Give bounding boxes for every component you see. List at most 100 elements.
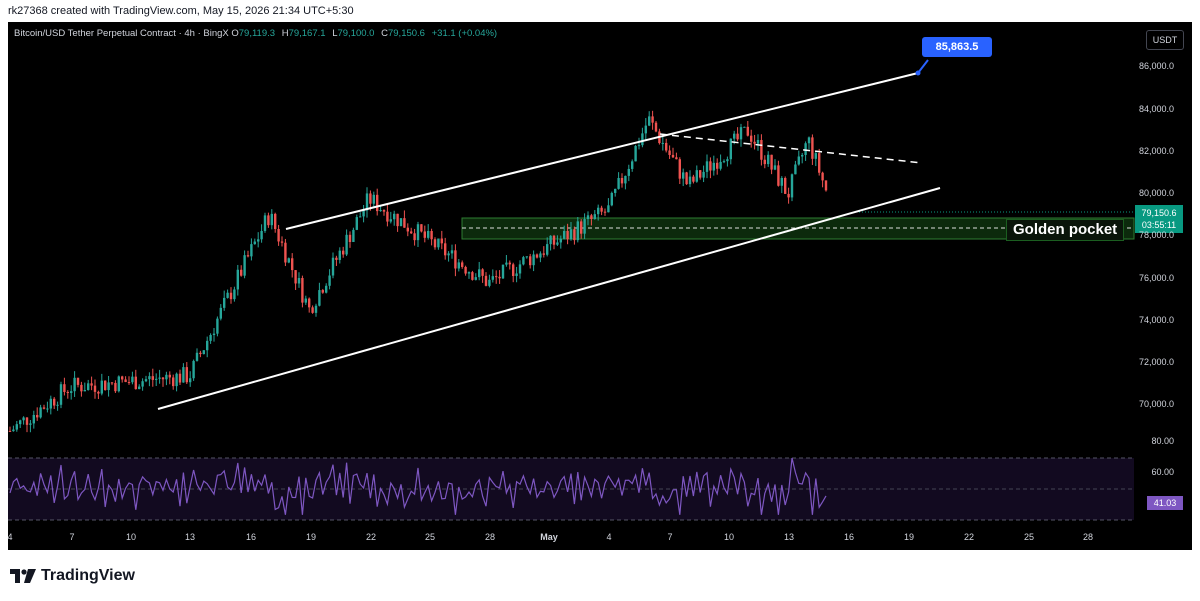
- candle-body: [675, 157, 678, 160]
- channel-upper-line[interactable]: [285, 72, 919, 230]
- x-axis-label: 10: [125, 532, 137, 542]
- candle-body: [743, 126, 746, 128]
- candle-body: [291, 258, 294, 271]
- candle-body: [277, 228, 280, 242]
- candle-body: [399, 218, 403, 227]
- candle-body: [117, 376, 120, 392]
- candle-body: [365, 193, 369, 211]
- tradingview-logo-text: TradingView: [41, 567, 135, 584]
- candle-body: [226, 292, 229, 298]
- candle-body: [726, 159, 729, 162]
- y-axis-label: 82,000.0: [1138, 146, 1174, 156]
- candle-body: [515, 273, 518, 276]
- candle-body: [474, 277, 477, 280]
- candle-body: [413, 233, 416, 241]
- candle-body: [467, 272, 471, 274]
- candle-body: [301, 278, 304, 303]
- candle-body: [532, 254, 535, 266]
- chart-canvas[interactable]: [8, 22, 1192, 550]
- candle-body: [189, 378, 192, 383]
- candle-body: [688, 176, 692, 185]
- y-axis-label: 72,000.0: [1138, 357, 1174, 367]
- x-axis-label: 16: [843, 532, 855, 542]
- candle-body: [777, 165, 780, 186]
- x-axis-label: 10: [723, 532, 735, 542]
- candle-body: [229, 292, 233, 300]
- channel-lower-line[interactable]: [157, 187, 941, 410]
- candle-body: [185, 367, 188, 383]
- candle-body: [175, 373, 178, 387]
- candle-body: [522, 257, 525, 265]
- candle-body: [253, 241, 256, 245]
- descending-trendline[interactable]: [659, 133, 923, 164]
- candle-body: [563, 231, 566, 239]
- candle-body: [712, 162, 715, 171]
- symbol-name[interactable]: Bitcoin/USD Tether Perpetual Contract · …: [14, 28, 229, 39]
- candle-body: [549, 235, 552, 245]
- candle-body: [410, 231, 413, 234]
- candle-body: [382, 209, 386, 212]
- candle-body: [784, 178, 787, 194]
- candle-body: [556, 242, 559, 245]
- chart-area[interactable]: Bitcoin/USD Tether Perpetual Contract · …: [7, 22, 1192, 550]
- candle-body: [53, 398, 56, 406]
- currency-button[interactable]: USDT: [1146, 30, 1184, 50]
- candle-body: [280, 241, 284, 243]
- candle-body: [440, 238, 443, 244]
- x-axis-label: 28: [484, 532, 496, 542]
- x-axis-label: 16: [245, 532, 257, 542]
- candle-body: [83, 389, 86, 392]
- x-axis-label: 13: [783, 532, 795, 542]
- candle-body: [379, 209, 382, 212]
- candle-body: [617, 177, 620, 189]
- target-price-tag[interactable]: 85,863.5: [922, 37, 992, 57]
- tradingview-logo[interactable]: TradingView: [10, 566, 135, 586]
- x-axis-label: 28: [1082, 532, 1094, 542]
- candle-body: [471, 272, 474, 280]
- candle-body: [573, 229, 576, 241]
- candle-body: [386, 211, 389, 222]
- candle-body: [423, 231, 426, 238]
- candle-body: [773, 165, 777, 170]
- candle-body: [63, 384, 66, 392]
- candle-body: [420, 224, 423, 232]
- candle-body: [165, 374, 168, 380]
- candle-body: [770, 154, 773, 170]
- candle-body: [750, 135, 753, 142]
- candle-body: [76, 377, 80, 385]
- candle-body: [321, 290, 324, 293]
- candle-body: [158, 377, 161, 379]
- candle-body: [478, 269, 481, 278]
- current-price-value: 79,150.6: [1141, 208, 1177, 218]
- candle-body: [393, 213, 396, 220]
- x-axis-label: 7: [69, 532, 75, 542]
- candle-body: [722, 161, 726, 163]
- candle-body: [539, 253, 542, 258]
- candle-body: [811, 137, 814, 159]
- candle-body: [223, 297, 226, 308]
- rsi-value-tag: 41.03: [1147, 496, 1183, 510]
- candle-body: [719, 161, 722, 169]
- candle-body: [756, 139, 760, 144]
- symbol-legend[interactable]: Bitcoin/USD Tether Perpetual Contract · …: [14, 28, 497, 39]
- candle-body: [818, 153, 821, 173]
- y-axis-label: 84,000.0: [1138, 104, 1174, 114]
- candle-body: [178, 373, 182, 383]
- golden-pocket-label[interactable]: Golden pocket: [1006, 219, 1125, 241]
- high-value: 79,167.1: [288, 28, 326, 39]
- candle-body: [19, 420, 22, 425]
- candle-body: [403, 218, 406, 228]
- candle-body: [250, 244, 253, 257]
- candle-body: [25, 417, 29, 425]
- candle-body: [637, 145, 641, 147]
- candle-body: [308, 298, 311, 308]
- candle-body: [624, 175, 627, 184]
- candle-body: [124, 379, 127, 383]
- candle-body: [763, 159, 766, 165]
- candle-body: [39, 407, 42, 418]
- candle-body: [746, 126, 749, 136]
- candle-body: [100, 380, 103, 394]
- candle-body: [294, 270, 297, 284]
- candle-body: [36, 414, 39, 418]
- candle-body: [464, 266, 467, 274]
